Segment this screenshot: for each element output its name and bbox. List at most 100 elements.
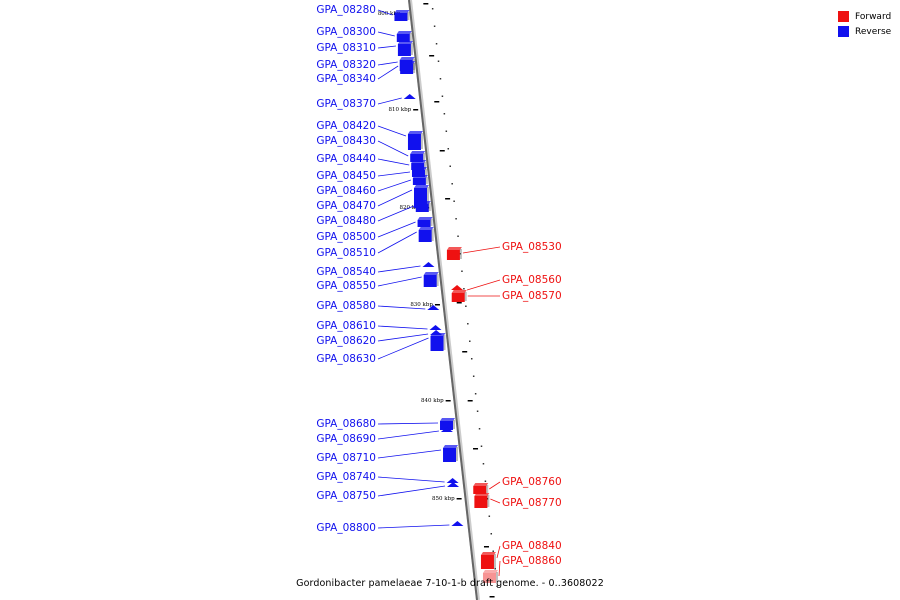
- forward-leader: [490, 498, 501, 504]
- feature-body: [412, 178, 426, 185]
- forward-gene-label: GPA_08770: [502, 497, 562, 509]
- reverse-leader: [377, 31, 395, 37]
- reverse-gene-label: GPA_08280: [316, 4, 376, 16]
- scale-label: 820 kbp: [399, 205, 422, 211]
- gene-features: [394, 10, 498, 583]
- minor-tick: [443, 113, 446, 115]
- minor-tick: [492, 550, 494, 552]
- reverse-leader: [377, 449, 442, 459]
- reverse-gene-label: GPA_08480: [316, 215, 376, 227]
- reverse-leader: [377, 265, 421, 273]
- reverse-gene-label: GPA_08460: [316, 185, 376, 197]
- feature-top: [411, 160, 427, 163]
- reverse-swatch: [838, 26, 849, 37]
- forward-gene-feature: [451, 290, 467, 302]
- reverse-leader: [377, 430, 439, 440]
- forward-gene-feature: [473, 483, 489, 494]
- minor-tick: [447, 148, 450, 150]
- reverse-leader: [377, 158, 410, 166]
- minor-tick: [457, 235, 459, 237]
- feature-shade: [431, 229, 434, 241]
- minor-tick: [455, 218, 457, 220]
- feature-top: [423, 272, 439, 275]
- reverse-leader: [377, 140, 409, 157]
- reverse-gene-label: GPA_08750: [316, 490, 376, 502]
- feature-body: [411, 170, 425, 177]
- feature-shade: [423, 153, 426, 161]
- reverse-gene-feature: [412, 175, 428, 185]
- reverse-leader: [377, 485, 446, 497]
- reverse-leader: [377, 65, 399, 80]
- reverse-gene-label: GPA_08420: [316, 120, 376, 132]
- feature-top: [411, 167, 427, 170]
- feature-shade: [407, 12, 410, 20]
- reverse-gene-feature: [417, 217, 433, 227]
- major-tick-right: [462, 351, 468, 353]
- minor-tick: [459, 253, 461, 255]
- forward-gene-label: GPA_08840: [502, 540, 562, 552]
- feature-body: [397, 44, 411, 56]
- minor-tick: [439, 78, 442, 80]
- forward-gene-feature: [446, 247, 462, 260]
- forward-gene-arrow: [451, 285, 464, 290]
- reverse-gene-label: GPA_08300: [316, 26, 376, 38]
- feature-shade: [424, 162, 427, 169]
- reverse-gene-label: GPA_08580: [316, 300, 376, 312]
- feature-shade: [456, 447, 459, 461]
- feature-shade: [443, 335, 446, 350]
- feature-top: [413, 185, 429, 188]
- reverse-gene-feature: [423, 272, 439, 287]
- major-tick: [434, 304, 440, 306]
- minor-tick: [488, 515, 491, 517]
- feature-top: [397, 41, 413, 44]
- scale-label: 830 kbp: [410, 302, 433, 308]
- caption: Gordonibacter pamelaeae 7-10-1-b draft g…: [296, 578, 604, 589]
- tick-marks: [423, 3, 498, 598]
- forward-leader: [496, 545, 501, 559]
- minor-tick: [437, 60, 440, 62]
- minor-tick: [469, 340, 471, 342]
- feature-top: [394, 10, 410, 13]
- feature-body: [473, 486, 487, 494]
- feature-top: [474, 493, 490, 496]
- reverse-leader: [377, 337, 429, 360]
- minor-tick: [482, 463, 485, 465]
- reverse-gene-feature: [411, 167, 427, 177]
- forward-leader: [498, 560, 501, 577]
- feature-body: [480, 555, 494, 569]
- feature-shade: [459, 249, 462, 259]
- reverse-gene-arrow: [429, 325, 442, 330]
- feature-top: [407, 131, 423, 134]
- feature-shade: [413, 63, 416, 73]
- reverse-gene-feature: [415, 201, 431, 212]
- feature-top: [418, 227, 434, 230]
- feature-top: [412, 175, 428, 178]
- reverse-gene-label: GPA_08620: [316, 335, 376, 347]
- reverse-gene-arrow: [447, 482, 460, 487]
- genome-track: [408, 0, 480, 600]
- feature-top: [400, 61, 416, 64]
- reverse-leader: [377, 524, 450, 529]
- feature-shade: [487, 495, 490, 507]
- minor-tick: [465, 305, 467, 307]
- reverse-leader: [377, 231, 417, 254]
- minor-tick: [476, 410, 479, 412]
- feature-top: [473, 483, 489, 486]
- reverse-gene-label: GPA_08370: [316, 98, 376, 110]
- major-tick-right: [456, 302, 462, 304]
- feature-body: [396, 34, 410, 42]
- minor-tick: [461, 270, 463, 272]
- reverse-leader: [377, 276, 422, 287]
- reverse-leader: [377, 97, 402, 105]
- feature-shade: [424, 169, 427, 176]
- feature-top: [451, 290, 467, 293]
- minor-tick: [445, 130, 448, 132]
- forward-leader: [489, 481, 501, 490]
- scale-label: 850 kbp: [432, 496, 455, 502]
- reverse-leader: [377, 325, 428, 330]
- reverse-gene-feature: [394, 10, 410, 21]
- forward-label: Forward: [855, 11, 892, 22]
- reverse-gene-feature: [418, 227, 434, 242]
- legend-reverse: Reverse: [838, 24, 891, 39]
- minor-tick: [472, 375, 475, 377]
